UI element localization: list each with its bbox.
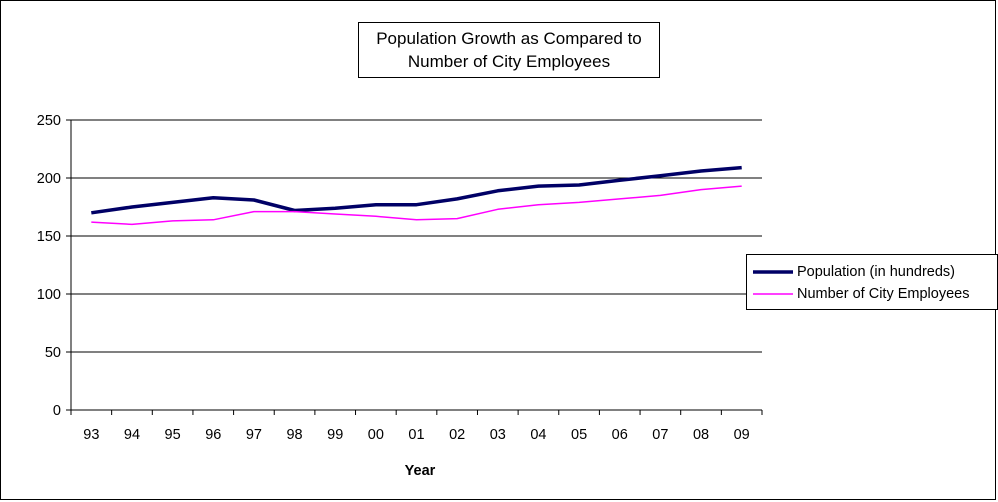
series-lines	[91, 165, 742, 226]
chart-title-line-2: Number of City Employees	[407, 52, 611, 71]
legend-label-employees: Number of City Employees	[797, 286, 970, 302]
x-tick-label-97: 97	[246, 427, 262, 443]
x-tick-label-06: 06	[612, 427, 628, 443]
legend: Population (in hundreds) Number of City …	[746, 254, 998, 310]
x-tick-label-09: 09	[734, 427, 750, 443]
chart-title: Population Growth as Compared to Number …	[358, 22, 660, 78]
x-tick-label-96: 96	[205, 427, 221, 443]
y-tick-label-50: 50	[45, 345, 61, 361]
series-line-1	[91, 185, 742, 226]
chart-title-line-1: Population Growth as Compared to	[376, 29, 642, 48]
y-tick-label-0: 0	[53, 403, 61, 419]
y-tick-label-250: 250	[37, 113, 61, 129]
legend-item-employees: Number of City Employees	[753, 284, 969, 304]
legend-label-population: Population (in hundreds)	[797, 264, 955, 280]
x-tick-label-99: 99	[327, 427, 343, 443]
x-tick-label-08: 08	[693, 427, 709, 443]
x-tick-label-02: 02	[449, 427, 465, 443]
legend-swatch-population	[753, 270, 793, 274]
x-tick-label-04: 04	[530, 427, 546, 443]
x-tick-label-95: 95	[165, 427, 181, 443]
x-tick-label-98: 98	[286, 427, 302, 443]
x-tick-label-94: 94	[124, 427, 140, 443]
x-axis-title: Year	[404, 463, 436, 479]
y-tick-label-200: 200	[37, 171, 61, 187]
gridlines	[71, 119, 762, 353]
axes	[66, 119, 763, 415]
y-tick-label-100: 100	[37, 287, 61, 303]
x-tick-label-05: 05	[571, 427, 587, 443]
series-line-0	[91, 165, 742, 215]
legend-swatch-employees	[753, 293, 793, 295]
x-tick-label-00: 00	[368, 427, 384, 443]
x-tick-label-93: 93	[83, 427, 99, 443]
x-tick-label-07: 07	[652, 427, 668, 443]
x-tick-label-01: 01	[408, 427, 424, 443]
legend-item-population: Population (in hundreds)	[753, 262, 955, 282]
x-tick-label-03: 03	[490, 427, 506, 443]
y-tick-label-150: 150	[37, 229, 61, 245]
